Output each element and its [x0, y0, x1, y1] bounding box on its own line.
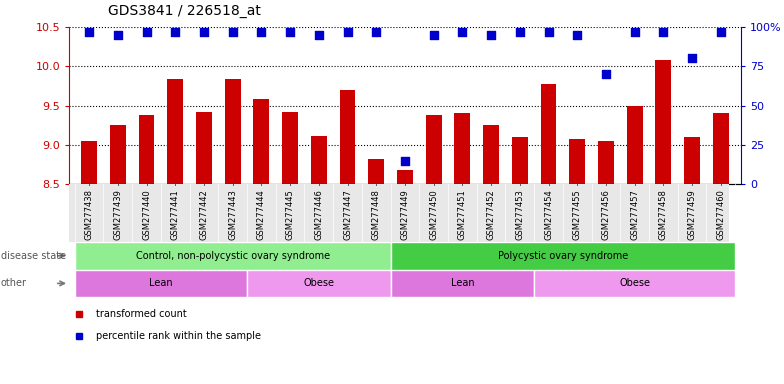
Bar	[541, 84, 557, 184]
Text: GSM277438: GSM277438	[85, 189, 93, 240]
Text: GSM277441: GSM277441	[171, 189, 180, 240]
Text: GSM277454: GSM277454	[544, 189, 553, 240]
Bar	[247, 270, 390, 297]
Text: GSM277457: GSM277457	[630, 189, 639, 240]
Text: GSM277459: GSM277459	[688, 189, 696, 240]
Point	[284, 28, 296, 35]
Point	[456, 28, 469, 35]
Text: GDS3841 / 226518_at: GDS3841 / 226518_at	[108, 4, 261, 18]
Text: GSM277442: GSM277442	[199, 189, 209, 240]
Text: GSM277439: GSM277439	[114, 189, 122, 240]
Bar	[390, 242, 735, 270]
Point	[255, 28, 267, 35]
Bar	[626, 106, 643, 184]
Text: GSM277444: GSM277444	[257, 189, 266, 240]
Text: GSM277460: GSM277460	[717, 189, 725, 240]
Bar	[426, 115, 441, 184]
Bar	[397, 170, 413, 184]
Bar	[598, 141, 614, 184]
Text: Obese: Obese	[303, 278, 334, 288]
Text: GSM277451: GSM277451	[458, 189, 466, 240]
Bar	[655, 60, 671, 184]
Bar	[82, 141, 97, 184]
Bar	[74, 242, 390, 270]
Point	[571, 32, 583, 38]
Bar	[368, 159, 384, 184]
Point	[313, 32, 325, 38]
Point	[341, 28, 354, 35]
Text: GSM277445: GSM277445	[285, 189, 295, 240]
Text: GSM277440: GSM277440	[142, 189, 151, 240]
Text: Polycystic ovary syndrome: Polycystic ovary syndrome	[498, 251, 628, 261]
Point	[398, 158, 411, 164]
Point	[111, 32, 124, 38]
Point	[83, 28, 96, 35]
Text: GSM277447: GSM277447	[343, 189, 352, 240]
Text: GSM277448: GSM277448	[372, 189, 381, 240]
Point	[600, 71, 612, 77]
Bar	[684, 137, 700, 184]
Bar	[534, 270, 735, 297]
Bar	[167, 79, 183, 184]
Bar	[713, 114, 728, 184]
Text: Lean: Lean	[451, 278, 474, 288]
Bar	[311, 136, 327, 184]
Bar	[253, 99, 269, 184]
Text: GSM277446: GSM277446	[314, 189, 323, 240]
Bar	[483, 125, 499, 184]
Text: percentile rank within the sample: percentile rank within the sample	[96, 331, 261, 341]
Text: GSM277458: GSM277458	[659, 189, 668, 240]
Text: Obese: Obese	[619, 278, 650, 288]
Bar	[512, 137, 528, 184]
Bar	[139, 115, 154, 184]
Bar	[282, 112, 298, 184]
Text: GSM277449: GSM277449	[401, 189, 409, 240]
Bar	[225, 79, 241, 184]
Text: Control, non-polycystic ovary syndrome: Control, non-polycystic ovary syndrome	[136, 251, 330, 261]
Point	[714, 28, 727, 35]
Point	[628, 28, 641, 35]
Bar	[455, 114, 470, 184]
Text: GSM277443: GSM277443	[228, 189, 237, 240]
Point	[514, 28, 526, 35]
Text: disease state: disease state	[1, 251, 66, 261]
Text: GSM277453: GSM277453	[515, 189, 524, 240]
Point	[169, 28, 182, 35]
Point	[227, 28, 239, 35]
Point	[427, 32, 440, 38]
Point	[198, 28, 210, 35]
Point	[370, 28, 383, 35]
Point	[485, 32, 497, 38]
Text: GSM277456: GSM277456	[601, 189, 611, 240]
Bar	[196, 112, 212, 184]
Text: other: other	[1, 278, 27, 288]
Text: transformed count: transformed count	[96, 308, 187, 319]
Text: GSM277450: GSM277450	[429, 189, 438, 240]
Point	[140, 28, 153, 35]
Bar	[110, 125, 125, 184]
Bar	[339, 90, 355, 184]
Bar	[74, 270, 247, 297]
Text: GSM277452: GSM277452	[487, 189, 495, 240]
Point	[657, 28, 670, 35]
Bar	[569, 139, 585, 184]
Point	[686, 55, 699, 61]
Bar	[390, 270, 534, 297]
Text: GSM277455: GSM277455	[573, 189, 582, 240]
Text: Lean: Lean	[149, 278, 172, 288]
Point	[543, 28, 555, 35]
